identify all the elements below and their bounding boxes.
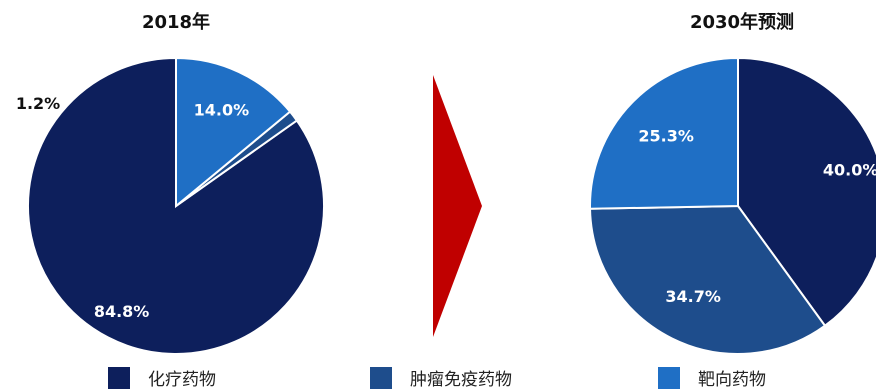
chart-title-2030: 2030年预测 [689, 12, 795, 33]
pie1-slice-targeted [589, 56, 739, 210]
pie1-label-immuno: 34.7% [665, 287, 721, 306]
red-arrow-shape [433, 75, 482, 337]
legend-item-immuno: 肿瘤免疫药物 [370, 365, 512, 390]
legend-label-immuno: 肿瘤免疫药物 [410, 370, 512, 390]
pie1-slice-chemo [737, 56, 876, 328]
pie0-label-immuno: 1.2% [16, 94, 60, 113]
pie1-label-targeted: 25.3% [638, 127, 694, 146]
legend-item-targeted: 靶向药物 [658, 365, 766, 390]
legend-swatch-immuno [370, 366, 392, 389]
legend: 化疗药物 肿瘤免疫药物 靶向药物 [0, 365, 876, 390]
pie1-slice-immuno [589, 204, 827, 355]
legend-label-targeted: 靶向药物 [698, 370, 766, 390]
legend-swatch-chemo [108, 366, 130, 389]
pie0-label-chemo: 84.8% [94, 302, 150, 321]
legend-swatch-targeted [658, 366, 680, 389]
legend-item-chemo: 化疗药物 [108, 365, 216, 390]
pie0-slice-targeted [175, 56, 292, 209]
chart-title-2018: 2018年 [141, 12, 211, 33]
legend-label-chemo: 化疗药物 [148, 370, 216, 390]
pie1-label-chemo: 40.0% [823, 160, 876, 179]
pie0-label-targeted: 14.0% [194, 101, 250, 120]
